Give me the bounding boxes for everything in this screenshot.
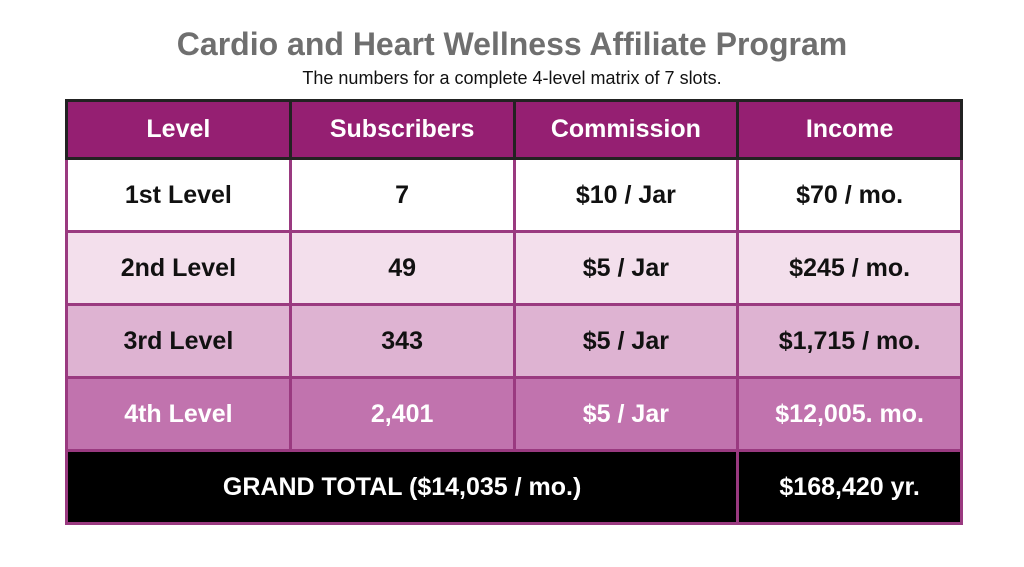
table-cell: 1st Level — [65, 157, 292, 233]
total-label: GRAND TOTAL ($14,035 / mo.) — [64, 449, 740, 525]
table-body: 1st Level 7 $10 / Jar $70 / mo. 2nd Level 49 $… — [64, 157, 963, 525]
table-cell: 3rd Level — [65, 303, 292, 379]
title: Cardio and Heart Wellness Affiliate Prog… — [176, 26, 848, 62]
subtitle: The numbers for a complete 4-level matri… — [302, 68, 722, 88]
table-cell: 49 — [288, 230, 516, 306]
header-row: Level Subscribers Commission Income — [65, 99, 963, 160]
table-cell: $5 / Jar — [512, 303, 740, 379]
table-cell: 2nd Level — [65, 230, 292, 306]
table-cell: 343 — [288, 303, 516, 379]
column-header: Subscribers — [288, 99, 516, 160]
table-cell: $70 / mo. — [736, 157, 963, 233]
total-value: $168,420 yr. — [736, 449, 963, 525]
table-cell: $5 / Jar — [512, 230, 740, 306]
table-cell: $245 / mo. — [736, 230, 963, 306]
table-row: 3rd Level 343 $5 / Jar $1,715 / mo. — [65, 303, 963, 379]
table-row: 1st Level 7 $10 / Jar $70 / mo. — [65, 157, 963, 233]
matrix-table: Level Subscribers Commission Income 1st … — [64, 99, 963, 525]
table-cell: $12,005. mo. — [736, 376, 963, 452]
table-row: 4th Level 2,401 $5 / Jar $12,005. mo. — [65, 376, 963, 452]
table-cell: $10 / Jar — [512, 157, 740, 233]
table-cell: $5 / Jar — [512, 376, 740, 452]
table-cell: 7 — [288, 157, 516, 233]
table-cell: 2,401 — [288, 376, 516, 452]
column-header: Commission — [512, 99, 740, 160]
table-cell: $1,715 / mo. — [736, 303, 963, 379]
column-header: Income — [736, 99, 963, 160]
table-cell: 4th Level — [65, 376, 292, 452]
total-row: GRAND TOTAL ($14,035 / mo.) $168,420 yr. — [64, 449, 963, 525]
column-header: Level — [65, 99, 292, 160]
table-row: 2nd Level 49 $5 / Jar $245 / mo. — [65, 230, 963, 306]
